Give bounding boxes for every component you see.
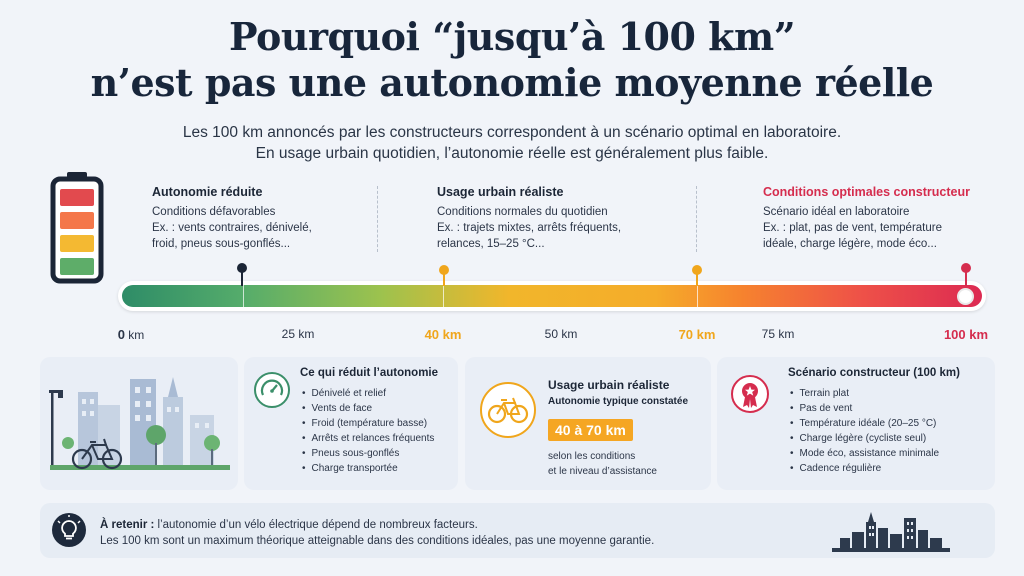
scenario-reduced-line-3: froid, pneus sous-gonflés... (152, 238, 291, 250)
manufacturer-scenario-card: Scénario constructeur (100 km) Terrain p… (717, 357, 995, 490)
list-item: Vents de face (302, 401, 434, 416)
scenario-urban-line-2: Ex. : trajets mixtes, arrêts fréquents, (437, 222, 622, 234)
urban-usage-card: Usage urbain réaliste Autonomie typique … (465, 357, 711, 490)
tick-0-unit: km (124, 328, 145, 342)
title-line-1: Pourquoi “jusqu’à 100 km” (228, 14, 796, 59)
pin-dot-40 (439, 265, 449, 275)
tick-40: 40 km (424, 327, 462, 342)
gauge-icon (254, 372, 290, 408)
scenario-optimal-line-1: Scénario idéal en laboratoire (763, 206, 910, 218)
city-bike-illustration (49, 377, 230, 470)
scenario-urban: Usage urbain réaliste Conditions normale… (437, 184, 621, 252)
tick-100: 100 km (943, 327, 989, 342)
list-item: Pas de vent (790, 401, 939, 416)
scenario-urban-line-3: relances, 15–25 °C... (437, 238, 545, 250)
divider (377, 186, 378, 252)
pin-stem-70 (696, 272, 698, 286)
list-item: Terrain plat (790, 386, 939, 401)
urban-usage-subtitle: Autonomie typique constatée (548, 396, 689, 407)
tick-0: 0 km (118, 327, 145, 342)
page-subtitle: Les 100 km annoncés par les constructeur… (0, 122, 1024, 164)
reduce-factors-card: Ce qui réduit l’autonomie Dénivelé et re… (244, 357, 458, 490)
lightbulb-icon-glyph (57, 515, 81, 540)
city-illustration-card (40, 357, 238, 490)
bicycle-icon-glyph (487, 397, 529, 424)
tick-25: 25 km (281, 327, 315, 341)
bar-marker-line (443, 285, 444, 307)
divider (696, 186, 697, 252)
list-item: Charge légère (cycliste seul) (790, 431, 939, 446)
bar-end-knob (957, 288, 974, 305)
city-skyline-icon (832, 512, 950, 552)
scenario-reduced: Autonomie réduite Conditions défavorable… (152, 184, 312, 252)
urban-range-value: 40 à 70 km (548, 419, 633, 441)
urban-usage-note-line-2: et le niveau d’assistance (548, 466, 657, 477)
pin-stem-reduced (241, 270, 243, 286)
urban-range-badge: 40 à 70 km (548, 419, 633, 441)
urban-usage-note: selon les conditions et le niveau d’assi… (548, 449, 657, 479)
tick-70: 70 km (678, 327, 716, 342)
scenario-reduced-line-2: Ex. : vents contraires, dénivelé, (152, 222, 312, 234)
pin-dot-100 (961, 263, 971, 273)
list-item: Charge transportée (302, 461, 434, 476)
bar-marker-line (697, 285, 698, 307)
scenario-optimal-line-3: idéale, charge légère, mode éco... (763, 238, 937, 250)
reduce-factors-title: Ce qui réduit l’autonomie (300, 367, 439, 379)
pin-stem-100 (965, 270, 967, 286)
list-item: Dénivelé et relief (302, 386, 434, 401)
award-ribbon-icon-glyph (742, 383, 758, 408)
page-title: Pourquoi “jusqu’à 100 km” n’est pas une … (0, 14, 1024, 106)
scenario-optimal: Conditions optimales constructeur Scénar… (763, 184, 970, 252)
takeaway-label: À retenir : (100, 519, 155, 531)
reduce-factors-list: Dénivelé et relief Vents de face Froid (… (302, 386, 435, 476)
scenario-reduced-line-1: Conditions défavorables (152, 206, 276, 218)
scenario-reduced-title: Autonomie réduite (152, 185, 263, 199)
tick-50: 50 km (544, 327, 578, 341)
urban-usage-note-line-1: selon les conditions (548, 451, 636, 462)
gauge-icon-glyph (260, 379, 284, 396)
bicycle-icon (480, 382, 536, 438)
takeaway-line-2: Les 100 km sont un maximum théorique att… (100, 535, 655, 547)
manufacturer-scenario-title: Scénario constructeur (100 km) (788, 367, 960, 379)
takeaway-line-1-text: l’autonomie d’un vélo électrique dépend … (154, 519, 478, 531)
scenario-urban-line-1: Conditions normales du quotidien (437, 206, 608, 218)
title-line-2: n’est pas une autonomie moyenne réelle (90, 60, 934, 105)
pin-dot-reduced (237, 263, 247, 273)
takeaway-text: À retenir : l’autonomie d’un vélo électr… (100, 517, 654, 549)
list-item: Froid (température basse) (302, 416, 434, 431)
scenario-optimal-title: Conditions optimales constructeur (763, 185, 970, 199)
list-item: Mode éco, assistance minimale (790, 446, 940, 461)
list-item: Température idéale (20–25 °C) (790, 416, 939, 431)
lightbulb-icon (52, 513, 86, 547)
takeaway-line-1: À retenir : l’autonomie d’un vélo électr… (100, 517, 654, 533)
pin-stem-40 (443, 272, 445, 286)
list-item: Cadence régulière (790, 461, 939, 476)
subtitle-line-1: Les 100 km annoncés par les constructeur… (182, 124, 842, 141)
bar-marker-line (243, 285, 244, 307)
scenario-optimal-line-2: Ex. : plat, pas de vent, température (763, 222, 942, 234)
manufacturer-scenario-list: Terrain plat Pas de vent Température idé… (790, 386, 940, 476)
urban-usage-title: Usage urbain réaliste (548, 378, 670, 392)
list-item: Arrêts et relances fréquents (302, 431, 435, 446)
list-item: Pneus sous-gonflés (302, 446, 434, 461)
tick-75: 75 km (761, 327, 795, 341)
range-bar (122, 285, 982, 307)
battery-icon (50, 172, 104, 284)
tick-0-number: 0 (117, 327, 125, 342)
scenario-urban-title: Usage urbain réaliste (437, 185, 564, 199)
pin-dot-70 (692, 265, 702, 275)
subtitle-line-2: En usage urbain quotidien, l’autonomie r… (255, 145, 769, 162)
award-ribbon-icon (731, 375, 769, 413)
